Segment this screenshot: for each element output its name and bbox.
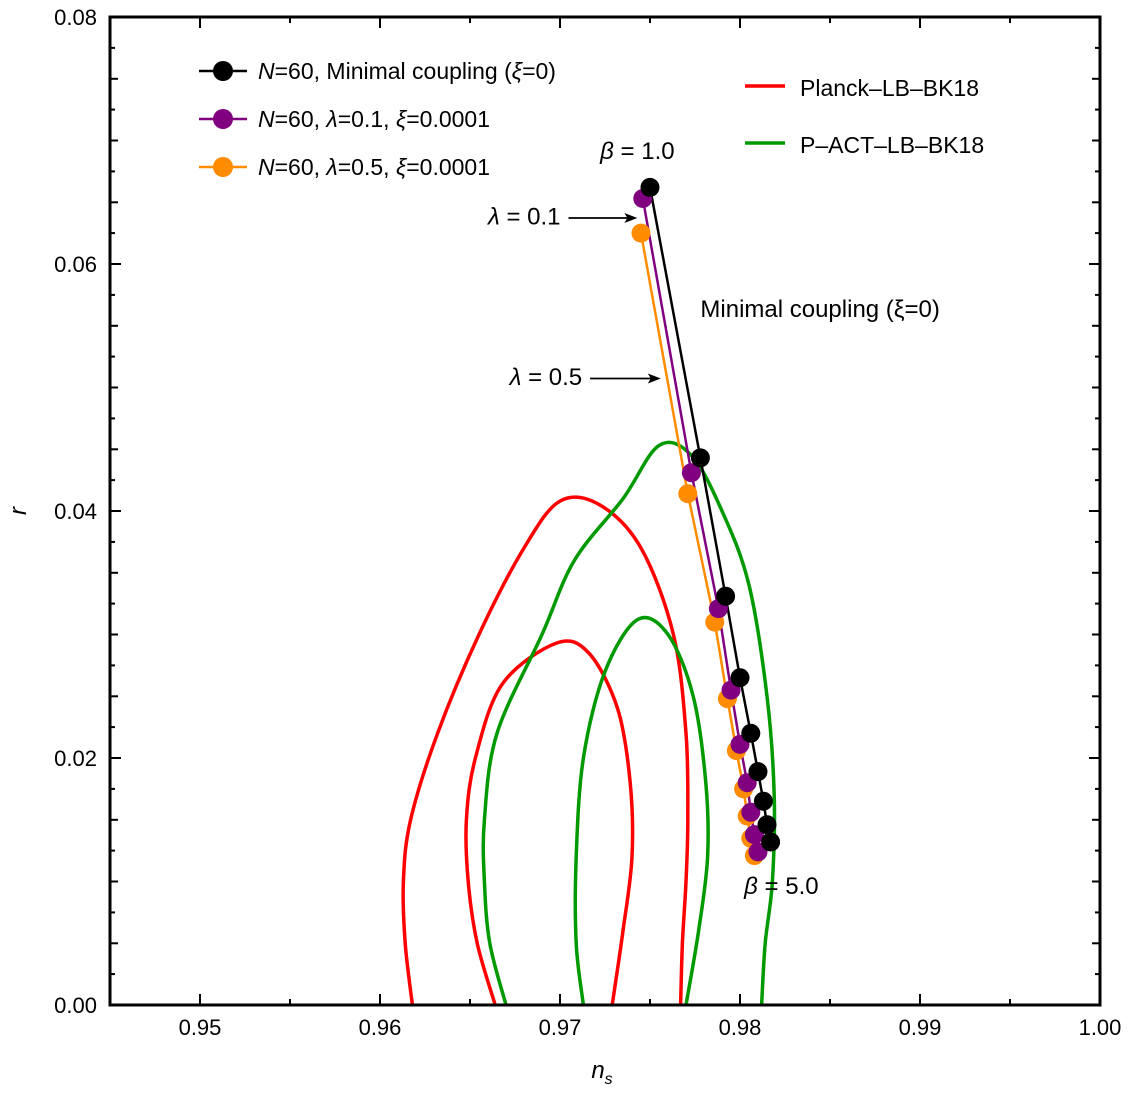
legend-marker-1: [213, 109, 233, 129]
contour-1: [464, 639, 635, 1006]
y-tick-label: 0.00: [54, 993, 97, 1018]
y-tick-label: 0.02: [54, 746, 97, 771]
y-tick-label: 0.04: [54, 499, 97, 524]
data-point-s2-0: [631, 223, 651, 243]
annotation-arrow-head: [624, 213, 638, 223]
x-tick-label: 0.97: [539, 1015, 582, 1040]
ticks: [109, 16, 1101, 1006]
annotation-1: β = 5.0: [743, 873, 818, 900]
data-point-s0-2: [716, 586, 736, 606]
annotations: β = 1.0 β = 5.0 Minimal coupling (ξ=0) λ = …: [486, 138, 940, 900]
annotation-0: β = 1.0: [599, 138, 674, 165]
data-point-s0-5: [748, 762, 768, 782]
legend-contour-label-0: Planck–LB–BK18: [800, 75, 979, 101]
data-point-s0-7: [757, 815, 777, 835]
x-tick-label: 0.96: [359, 1015, 402, 1040]
x-tick-label: 0.99: [899, 1015, 942, 1040]
annotation-3: λ = 0.1: [486, 204, 561, 231]
x-tick-label: 0.95: [179, 1015, 222, 1040]
legend-marker-0: [213, 61, 233, 81]
legend-marker-2: [213, 157, 233, 177]
data-point-s0-4: [741, 723, 761, 743]
legend-contour-label-1: P–ACT–LB–BK18: [800, 132, 984, 158]
legend-label-1: N=60, λ=0.1, ξ=0.0001: [258, 106, 490, 132]
annotation-2: Minimal coupling (ξ=0): [700, 296, 940, 323]
x-axis-title: ns: [591, 1057, 612, 1088]
x-tick-label: 0.98: [719, 1015, 762, 1040]
y-tick-label: 0.06: [54, 252, 97, 277]
contour-3: [573, 615, 710, 1006]
y-tick-label: 0.08: [54, 5, 97, 30]
data-point-s0-8: [761, 832, 781, 852]
data-point-s0-3: [730, 668, 750, 688]
y-axis-title: r: [5, 506, 32, 515]
series-lines: [639, 187, 772, 856]
series-line-0: [648, 187, 772, 843]
contour-2: [481, 440, 777, 1006]
annotation-4: λ = 0.5: [508, 364, 583, 391]
series-points: [631, 177, 781, 866]
data-point-s0-6: [753, 791, 773, 811]
data-point-s1-6: [741, 802, 761, 822]
data-point-s0-0: [640, 177, 660, 197]
contour-0: [401, 495, 690, 1006]
tick-labels: 0.95 0.96 0.97 0.98 0.99 1.00 0.00 0.02 0.04 0.06…: [54, 5, 1121, 1040]
legend-label-2: N=60, λ=0.5, ξ=0.0001: [258, 154, 490, 180]
data-point-s2-1: [678, 484, 698, 504]
x-tick-label: 1.00: [1079, 1015, 1122, 1040]
annotation-arrow-head: [647, 373, 661, 384]
data-point-s1-1: [681, 463, 701, 483]
contours: [401, 440, 777, 1006]
legend: N=60, Minimal coupling (ξ=0) N=60, λ=0.1,…: [199, 58, 984, 180]
axis-titles: ns r: [5, 506, 613, 1088]
data-point-s0-1: [690, 448, 710, 468]
legend-label-0: N=60, Minimal coupling (ξ=0): [258, 58, 556, 84]
